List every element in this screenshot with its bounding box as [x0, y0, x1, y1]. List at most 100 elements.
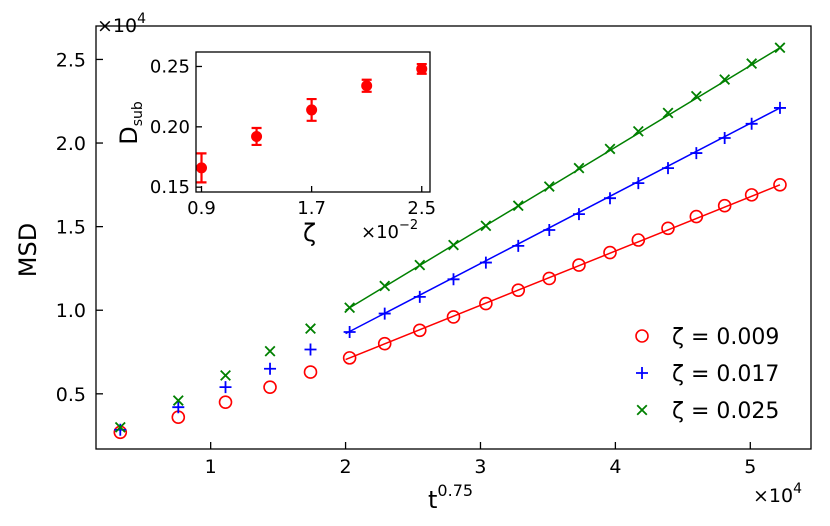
data-point-series-0 — [744, 188, 759, 202]
data-point-series-2 — [264, 345, 276, 357]
data-point-series-2 — [220, 369, 231, 381]
inset-y-tick-label: 0.20 — [150, 117, 190, 138]
legend-marker-1 — [636, 367, 648, 379]
inset-y-axis-title: Dsub — [115, 101, 146, 145]
data-point-series-0 — [303, 365, 318, 379]
inset-x-tick-label: 2.5 — [407, 198, 436, 219]
inset-x-tick-label: 1.7 — [297, 198, 326, 219]
data-point-series-1 — [378, 307, 391, 320]
data-point-series-2 — [573, 162, 585, 174]
data-point-series-0 — [446, 310, 461, 324]
data-point-series-0 — [263, 380, 277, 394]
inset-data-point — [361, 80, 373, 92]
data-point-series-0 — [412, 323, 427, 338]
main-data-markers — [113, 42, 787, 440]
data-point-series-2 — [114, 421, 126, 433]
y-tick-label: 2.5 — [56, 49, 86, 71]
data-point-series-1 — [172, 401, 185, 414]
inset-data-point — [306, 104, 318, 116]
data-point-series-1 — [603, 192, 616, 205]
inset-background — [196, 52, 430, 192]
x-tick-label: 2 — [340, 456, 352, 478]
inset-data-markers — [196, 62, 428, 184]
data-point-series-2 — [480, 220, 492, 232]
data-point-series-1 — [343, 325, 356, 338]
data-point-series-2 — [746, 58, 758, 70]
data-point-series-0 — [689, 209, 704, 224]
legend-label-2: ζ = 0.025 — [672, 399, 779, 424]
data-point-series-0 — [511, 283, 526, 297]
data-point-series-2 — [604, 143, 616, 155]
data-point-series-1 — [572, 208, 585, 221]
data-point-series-2 — [632, 125, 644, 137]
y-tick-label: 1.5 — [56, 217, 86, 239]
data-point-series-1 — [479, 256, 492, 269]
data-point-series-1 — [745, 117, 758, 130]
inset-data-point — [251, 130, 263, 142]
data-point-series-0 — [479, 296, 493, 311]
legend-label-0: ζ = 0.009 — [672, 325, 779, 350]
inset-x-tick-label: 0.9 — [187, 198, 216, 219]
x-axis-multiplier: ×104 — [753, 481, 802, 507]
data-point-series-1 — [773, 101, 786, 114]
data-point-series-1 — [543, 223, 556, 236]
data-point-series-0 — [572, 258, 586, 272]
data-point-series-2 — [719, 74, 731, 85]
x-tick-label: 5 — [744, 456, 756, 478]
data-point-series-2 — [543, 181, 555, 192]
data-point-series-0 — [631, 233, 646, 247]
y-axis-title: MSD — [14, 223, 42, 277]
data-point-series-2 — [414, 259, 426, 271]
y-tick-label: 0.5 — [56, 384, 86, 406]
data-point-series-2 — [774, 42, 786, 54]
x-tick-label: 1 — [205, 456, 217, 478]
inset-y-tick-label: 0.25 — [150, 56, 190, 77]
data-point-series-2 — [305, 323, 316, 335]
data-point-series-1 — [219, 381, 232, 394]
legend: ζ = 0.009 ζ = 0.017 ζ = 0.025 — [635, 325, 779, 424]
data-point-series-1 — [114, 423, 127, 436]
y-tick-label: 1.0 — [56, 300, 86, 322]
data-point-series-2 — [512, 200, 524, 212]
data-point-series-1 — [304, 343, 317, 356]
main-plot-frame — [95, 25, 812, 450]
data-point-series-0 — [542, 271, 557, 286]
data-point-series-1 — [632, 177, 645, 190]
data-point-series-0 — [342, 351, 357, 365]
y-tick-label: 2.0 — [56, 133, 86, 155]
fit-line-series-0 — [345, 184, 781, 361]
inset-axis-ticks: 0.9 1.7 2.5 0.15 0.20 0.25 — [150, 56, 436, 219]
data-point-series-1 — [413, 290, 426, 303]
inset-x-axis-title: ζ — [303, 219, 316, 247]
data-point-series-1 — [718, 132, 731, 145]
x-tick-label: 4 — [609, 456, 621, 478]
inset-data-point — [416, 63, 428, 75]
data-point-series-0 — [377, 336, 392, 351]
data-point-series-1 — [662, 162, 674, 175]
data-point-series-1 — [512, 239, 525, 252]
inset-x-axis-multiplier: ×10−2 — [361, 218, 418, 243]
data-point-series-1 — [690, 147, 703, 160]
data-point-series-2 — [662, 107, 674, 119]
data-point-series-2 — [172, 395, 184, 406]
x-axis-title: t0.75 — [428, 481, 473, 514]
main-axis-ticks: 1 2 3 4 5 0.5 1.0 1.5 2.0 2.5 — [56, 49, 757, 478]
inset-plot-frame — [195, 51, 431, 193]
y-axis-multiplier: ×104 — [97, 11, 146, 37]
data-point-series-0 — [603, 245, 617, 260]
x-tick-label: 3 — [474, 456, 486, 478]
inset-y-tick-label: 0.15 — [150, 177, 190, 198]
data-point-series-0 — [773, 178, 787, 192]
data-point-series-2 — [448, 239, 459, 251]
data-point-series-2 — [344, 302, 356, 314]
inset-data-point — [196, 162, 208, 174]
legend-marker-2 — [636, 404, 648, 416]
data-point-series-2 — [379, 280, 391, 292]
legend-marker-0 — [635, 329, 649, 343]
data-point-series-1 — [264, 362, 277, 375]
data-point-series-0 — [661, 221, 675, 236]
legend-label-1: ζ = 0.017 — [672, 362, 779, 387]
data-point-series-2 — [690, 90, 702, 102]
